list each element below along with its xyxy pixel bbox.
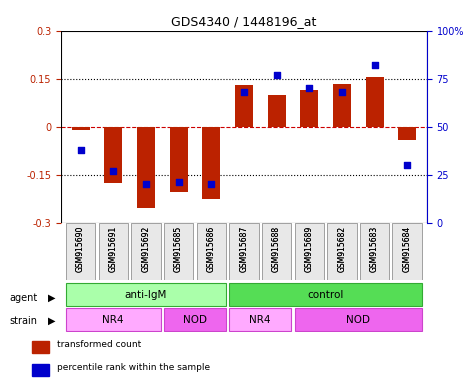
Point: [77, 147, 84, 153]
Point: [175, 179, 182, 185]
Text: GSM915685: GSM915685: [174, 225, 183, 272]
Text: GSM915682: GSM915682: [337, 225, 347, 272]
Text: NR4: NR4: [250, 314, 271, 325]
Text: GSM915686: GSM915686: [207, 225, 216, 272]
Text: anti-IgM: anti-IgM: [125, 290, 167, 300]
Text: GSM915692: GSM915692: [141, 225, 151, 272]
FancyBboxPatch shape: [98, 223, 128, 280]
Bar: [170, 127, 188, 192]
Text: GSM915688: GSM915688: [272, 225, 281, 272]
Text: GSM915692: GSM915692: [141, 225, 151, 272]
Point: [240, 89, 248, 95]
FancyBboxPatch shape: [295, 223, 324, 280]
Text: GSM915690: GSM915690: [76, 225, 85, 272]
FancyBboxPatch shape: [327, 223, 356, 280]
Text: NOD: NOD: [183, 314, 207, 325]
Bar: [32, 364, 49, 376]
Text: GSM915690: GSM915690: [76, 225, 85, 272]
Point: [273, 72, 280, 78]
Text: GSM915689: GSM915689: [305, 225, 314, 272]
Text: GSM915685: GSM915685: [174, 225, 183, 272]
Point: [338, 89, 346, 95]
FancyBboxPatch shape: [66, 283, 226, 306]
Bar: [267, 95, 286, 127]
Point: [403, 162, 411, 168]
Text: GSM915686: GSM915686: [207, 225, 216, 272]
FancyBboxPatch shape: [131, 223, 160, 280]
FancyBboxPatch shape: [229, 223, 258, 280]
Point: [207, 181, 215, 187]
Text: agent: agent: [9, 293, 38, 303]
FancyBboxPatch shape: [164, 223, 193, 280]
Text: GSM915689: GSM915689: [305, 225, 314, 272]
Bar: [235, 85, 253, 127]
Point: [371, 62, 378, 68]
Text: GSM915688: GSM915688: [272, 225, 281, 272]
Title: GDS4340 / 1448196_at: GDS4340 / 1448196_at: [171, 15, 317, 28]
Text: GSM915687: GSM915687: [239, 225, 249, 272]
Text: strain: strain: [9, 316, 38, 326]
Text: GSM915684: GSM915684: [403, 225, 412, 272]
Text: GSM915687: GSM915687: [239, 225, 249, 272]
Text: transformed count: transformed count: [57, 340, 142, 349]
Text: NOD: NOD: [346, 314, 370, 325]
Text: GSM915691: GSM915691: [109, 225, 118, 272]
Text: GSM915684: GSM915684: [403, 225, 412, 272]
Bar: [365, 77, 384, 127]
Bar: [202, 127, 220, 199]
FancyBboxPatch shape: [262, 223, 291, 280]
Bar: [32, 341, 49, 353]
FancyBboxPatch shape: [229, 283, 422, 306]
Text: ▶: ▶: [48, 293, 55, 303]
Text: GSM915682: GSM915682: [337, 225, 347, 272]
FancyBboxPatch shape: [164, 308, 226, 331]
Text: NR4: NR4: [103, 314, 124, 325]
FancyBboxPatch shape: [229, 308, 291, 331]
FancyBboxPatch shape: [66, 223, 95, 280]
FancyBboxPatch shape: [66, 308, 160, 331]
Text: ▶: ▶: [48, 316, 55, 326]
Bar: [333, 84, 351, 127]
Point: [305, 85, 313, 91]
Point: [109, 168, 117, 174]
FancyBboxPatch shape: [393, 223, 422, 280]
FancyBboxPatch shape: [360, 223, 389, 280]
Bar: [137, 127, 155, 208]
Text: GSM915683: GSM915683: [370, 225, 379, 272]
FancyBboxPatch shape: [197, 223, 226, 280]
Bar: [398, 127, 416, 139]
Bar: [104, 127, 122, 183]
Bar: [72, 127, 90, 130]
Point: [142, 181, 150, 187]
Text: percentile rank within the sample: percentile rank within the sample: [57, 363, 210, 372]
Text: GSM915683: GSM915683: [370, 225, 379, 272]
Bar: [300, 90, 318, 127]
FancyBboxPatch shape: [295, 308, 422, 331]
Text: control: control: [307, 290, 344, 300]
Text: GSM915691: GSM915691: [109, 225, 118, 272]
